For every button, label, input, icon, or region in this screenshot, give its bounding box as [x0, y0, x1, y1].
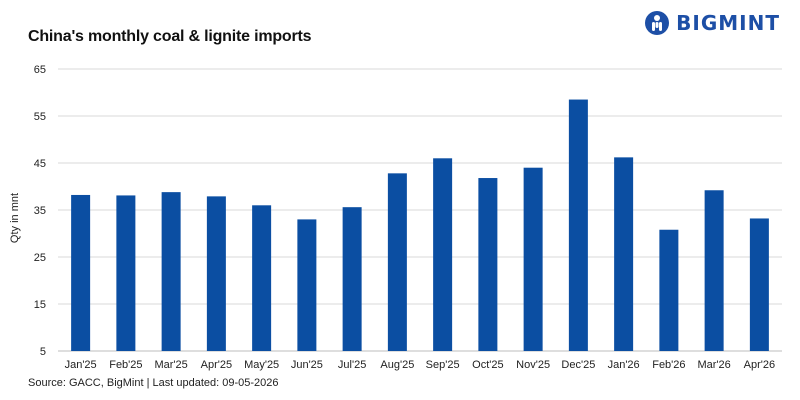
x-tick-label: Mar'26: [697, 359, 730, 371]
x-tick-label: Jan'25: [65, 359, 97, 371]
x-tick-label: May'25: [244, 359, 279, 371]
x-tick-label: Jun'25: [291, 359, 323, 371]
y-tick-label: 65: [34, 64, 46, 76]
y-tick-label: 25: [34, 252, 46, 264]
y-tick-label: 45: [34, 158, 46, 170]
bar: [749, 218, 769, 351]
chart-title: China's monthly coal & lignite imports: [28, 28, 312, 45]
bar: [252, 205, 272, 351]
x-tick-label: Apr'26: [744, 359, 775, 371]
x-tick-label: Mar'25: [154, 359, 187, 371]
x-tick-label: Aug'25: [380, 359, 414, 371]
y-axis-label: Qty in mnt: [9, 193, 21, 243]
bar: [614, 157, 634, 351]
bar: [433, 158, 453, 351]
bar: [478, 178, 498, 351]
bar: [387, 173, 407, 351]
x-tick-label: Nov'25: [516, 359, 550, 371]
bars: [71, 99, 769, 351]
y-tick-label: 15: [34, 299, 46, 311]
bigmint-logo: BIGMINT: [644, 8, 780, 38]
y-axis-ticks: 5 15 25 35 45 55 65: [34, 64, 46, 358]
bar: [206, 196, 226, 351]
x-tick-label: Sep'25: [426, 359, 460, 371]
source-note: Source: GACC, BigMint | Last updated: 09…: [28, 377, 279, 389]
bar: [659, 229, 679, 351]
bar: [342, 207, 362, 351]
x-axis-ticks: Jan'25 Feb'25 Mar'25 Apr'25 May'25 Jun'25 Jul'…: [65, 359, 776, 371]
bar: [568, 99, 588, 351]
x-tick-label: Oct'25: [472, 359, 503, 371]
bigmint-wordmark: BIGMINT: [676, 11, 780, 35]
bar: [523, 167, 543, 351]
x-tick-label: Jan'26: [608, 359, 640, 371]
bigmint-logo-icon: [645, 11, 670, 35]
x-tick-label: Feb'26: [652, 359, 685, 371]
y-tick-label: 5: [40, 346, 46, 358]
y-tick-label: 35: [34, 205, 46, 217]
x-tick-label: Dec'25: [561, 359, 595, 371]
x-tick-label: Jul'25: [338, 359, 366, 371]
bar: [161, 192, 181, 351]
x-tick-label: Apr'25: [201, 359, 232, 371]
y-tick-label: 55: [34, 111, 46, 123]
bar: [704, 190, 724, 351]
bar: [116, 195, 136, 351]
bar: [297, 219, 317, 351]
bar: [71, 194, 91, 351]
x-tick-label: Feb'25: [109, 359, 142, 371]
